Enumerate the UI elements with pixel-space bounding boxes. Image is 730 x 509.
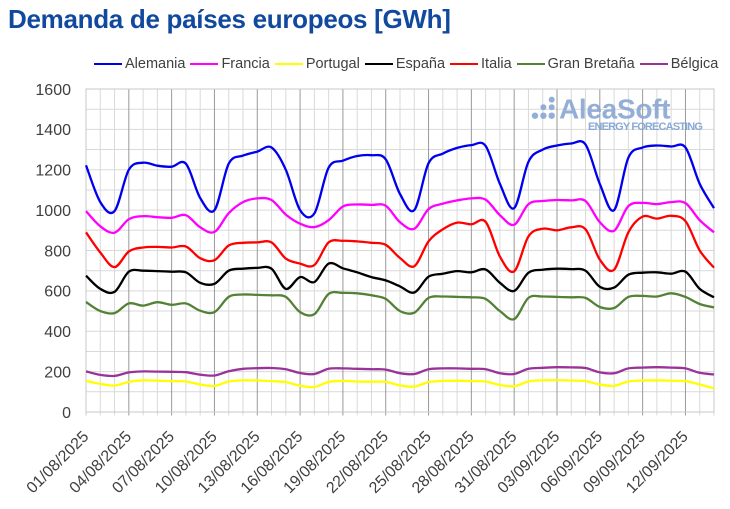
svg-text:ENERGY FORECASTING: ENERGY FORECASTING: [588, 121, 702, 133]
svg-text:AleaSoft: AleaSoft: [559, 94, 670, 125]
svg-text:1400: 1400: [35, 122, 71, 139]
svg-text:1000: 1000: [35, 203, 71, 220]
svg-text:1200: 1200: [35, 163, 71, 180]
svg-text:600: 600: [44, 284, 71, 301]
svg-text:400: 400: [44, 324, 71, 341]
svg-text:200: 200: [44, 364, 71, 381]
svg-text:1600: 1600: [35, 82, 71, 99]
svg-text:0: 0: [62, 405, 71, 422]
svg-text:800: 800: [44, 243, 71, 260]
